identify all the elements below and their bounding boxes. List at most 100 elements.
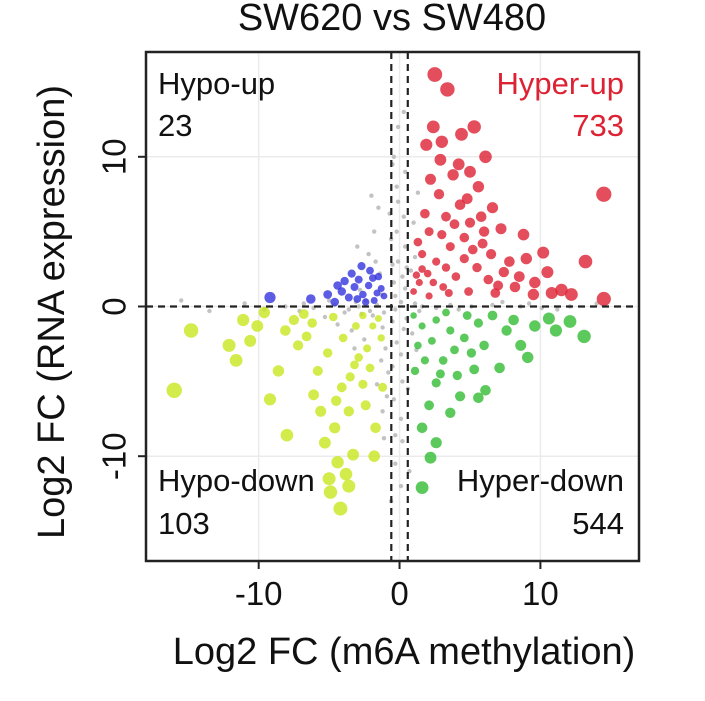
data-point-hypo-down [331,456,344,469]
data-point-hyper-up [452,158,465,171]
data-point-hyper-down [515,339,527,351]
data-point-hyper-up [441,263,451,272]
data-point-not-significant [381,310,387,315]
data-point-hypo-down [258,306,270,319]
data-point-hypo-down [301,331,312,342]
data-point-hyper-down [424,400,434,411]
data-point-hypo-up [344,293,353,302]
data-point-not-significant [403,244,408,249]
data-point-hypo-down [323,485,338,499]
x-axis-label: Log2 FC (m6A methylation) [173,631,636,673]
data-point-hypo-down [293,340,304,351]
data-point-not-significant [412,301,418,306]
quad-name-hypo-up: Hypo-up [158,66,275,101]
data-point-not-significant [384,394,390,399]
data-point-hyper-up [425,292,433,300]
data-point-not-significant [398,352,404,357]
data-point-not-significant [393,461,398,466]
data-point-hyper-down [450,345,459,355]
data-point-not-significant [393,433,398,438]
data-point-not-significant [380,409,385,414]
data-point-not-significant [391,280,397,285]
data-point-hyper-up [541,266,554,279]
data-point-hyper-down [414,341,422,350]
data-point-hypo-down [374,315,382,322]
data-point-hypo-down [347,448,359,461]
data-point-hypo-up [364,281,373,290]
data-point-hyper-up [432,257,441,266]
data-point-hyper-up [578,254,593,269]
data-point-hyper-up [437,230,447,240]
data-point-hyper-up [475,211,487,222]
data-point-hyper-up [423,269,432,278]
data-point-hypo-down [338,333,348,343]
data-point-not-significant [352,346,357,351]
data-point-hypo-down [343,406,354,417]
data-point-not-significant [408,268,413,273]
data-point-hypo-down [329,312,338,322]
data-point-hyper-down [473,392,484,404]
data-point-hypo-up [357,262,366,271]
data-point-hyper-up [478,226,490,237]
data-point-hyper-down [469,364,480,375]
y-axis-label: Log2 FC (RNA expression) [31,85,73,539]
data-point-hyper-down [415,481,429,494]
chart-title: SW620 vs SW480 [238,0,546,39]
data-point-not-significant [355,244,360,249]
data-point-hyper-up [445,242,455,252]
data-point-hyper-up [425,173,436,185]
data-point-hyper-up [483,274,494,285]
data-point-hyper-up [486,202,499,214]
data-point-not-significant [301,301,306,306]
quad-name-hypo-down: Hypo-down [158,463,315,498]
data-point-hypo-down [336,382,347,393]
data-point-hyper-up [517,228,530,241]
data-point-hyper-up [555,283,568,297]
data-point-not-significant [412,254,418,260]
data-point-hypo-down [322,472,336,486]
data-point-not-significant [366,251,371,257]
data-point-hyper-up [439,283,448,291]
data-point-hypo-up [354,275,363,284]
data-point-hyper-down [452,370,462,381]
data-point-hyper-up [418,265,426,273]
data-point-hypo-down [352,322,360,330]
data-point-not-significant [395,199,401,204]
data-point-hyper-down [473,318,483,328]
data-point-not-significant [400,439,405,444]
data-point-not-significant [398,416,404,421]
data-point-hyper-up [467,120,481,134]
data-point-not-significant [179,298,184,303]
data-point-hypo-up [333,281,342,290]
data-point-hyper-up [441,211,451,222]
data-point-not-significant [386,370,391,375]
data-point-not-significant [207,308,212,314]
quad-name-hyper-down: Hyper-down [457,463,624,498]
quad-count-hyper-down: 544 [572,506,624,541]
data-point-hypo-up [264,291,276,304]
data-point-hypo-down [339,467,353,481]
data-point-not-significant [346,307,351,312]
data-point-hyper-down [466,348,477,358]
data-point-not-significant [391,397,397,402]
data-point-hyper-up [444,289,453,297]
data-point-hypo-down [345,372,355,382]
data-point-not-significant [390,262,395,267]
data-point-hypo-down [229,354,243,367]
data-point-hypo-down [307,318,318,328]
data-point-not-significant [357,287,363,293]
data-point-hypo-up [380,292,388,300]
data-point-hyper-up [455,127,468,141]
data-point-not-significant [400,379,405,384]
data-point-hyper-up [596,291,611,307]
data-point-not-significant [367,308,373,314]
x-tick-label: 10 [522,575,559,612]
data-point-hyper-down [446,326,455,335]
data-point-not-significant [380,325,385,330]
data-point-not-significant [395,259,401,264]
data-point-hyper-up [459,254,469,264]
data-point-not-significant [393,293,398,299]
data-point-not-significant [381,436,387,441]
data-point-not-significant [326,298,332,303]
axis-ticks: -10 0 10 -10 0 10 [96,138,559,612]
